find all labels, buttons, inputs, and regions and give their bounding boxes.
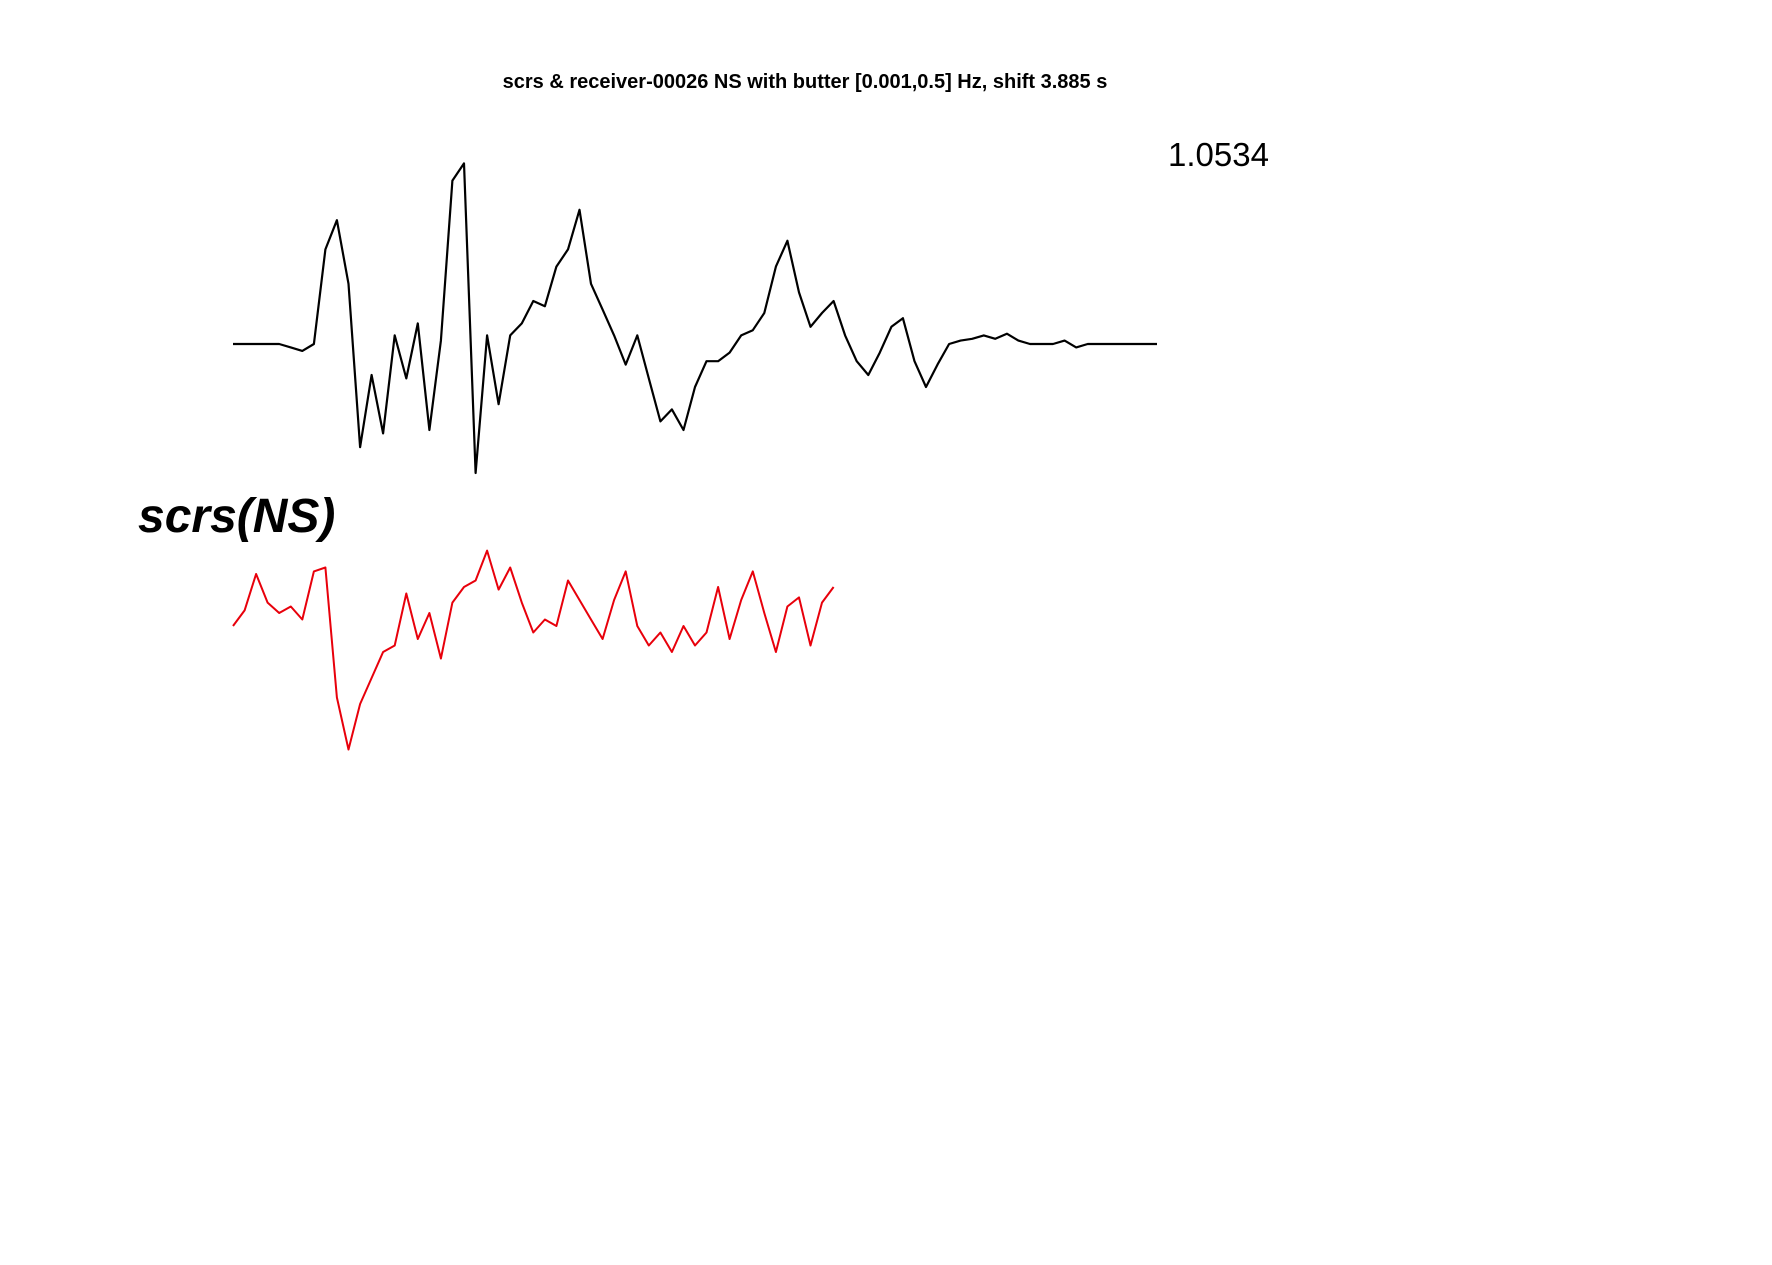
chart-title: scrs & receiver-00026 NS with butter [0.… xyxy=(503,71,1108,93)
series-label: scrs(NS) xyxy=(138,490,335,543)
traces-group xyxy=(232,162,1157,751)
correlation-annotation: 1.0534 xyxy=(1168,136,1269,173)
trace-receiver-line xyxy=(233,162,1157,475)
trace-scrs-line xyxy=(232,549,835,751)
